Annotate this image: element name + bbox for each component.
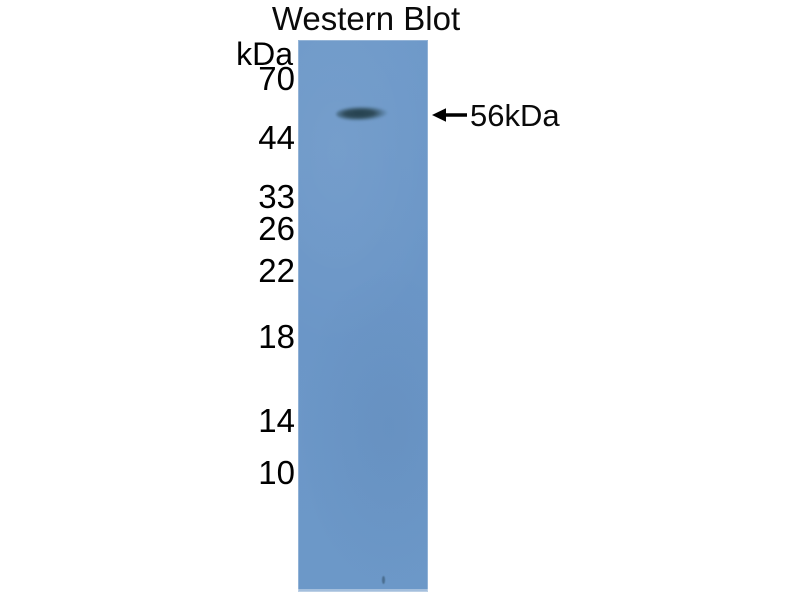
ladder-marker-33: 33 bbox=[258, 178, 295, 215]
ladder-marker-44: 44 bbox=[258, 119, 295, 156]
left-arrow-icon bbox=[432, 108, 467, 122]
ladder-marker-22: 22 bbox=[258, 252, 295, 289]
blot-lane bbox=[298, 40, 428, 592]
ladder-marker-70: 70 bbox=[258, 60, 295, 97]
ladder-marker-10: 10 bbox=[258, 454, 295, 491]
kda-unit-label: kDa bbox=[236, 36, 293, 72]
band-weight-label: 56kDa bbox=[470, 97, 560, 133]
ladder-marker-26: 26 bbox=[258, 210, 295, 247]
ladder-marker-14: 14 bbox=[258, 402, 295, 439]
band-annotation: 56kDa bbox=[431, 99, 560, 131]
lane-artifact-speck bbox=[382, 576, 385, 584]
figure-title: Western Blot bbox=[271, 0, 461, 37]
ladder-marker-18: 18 bbox=[258, 318, 295, 355]
